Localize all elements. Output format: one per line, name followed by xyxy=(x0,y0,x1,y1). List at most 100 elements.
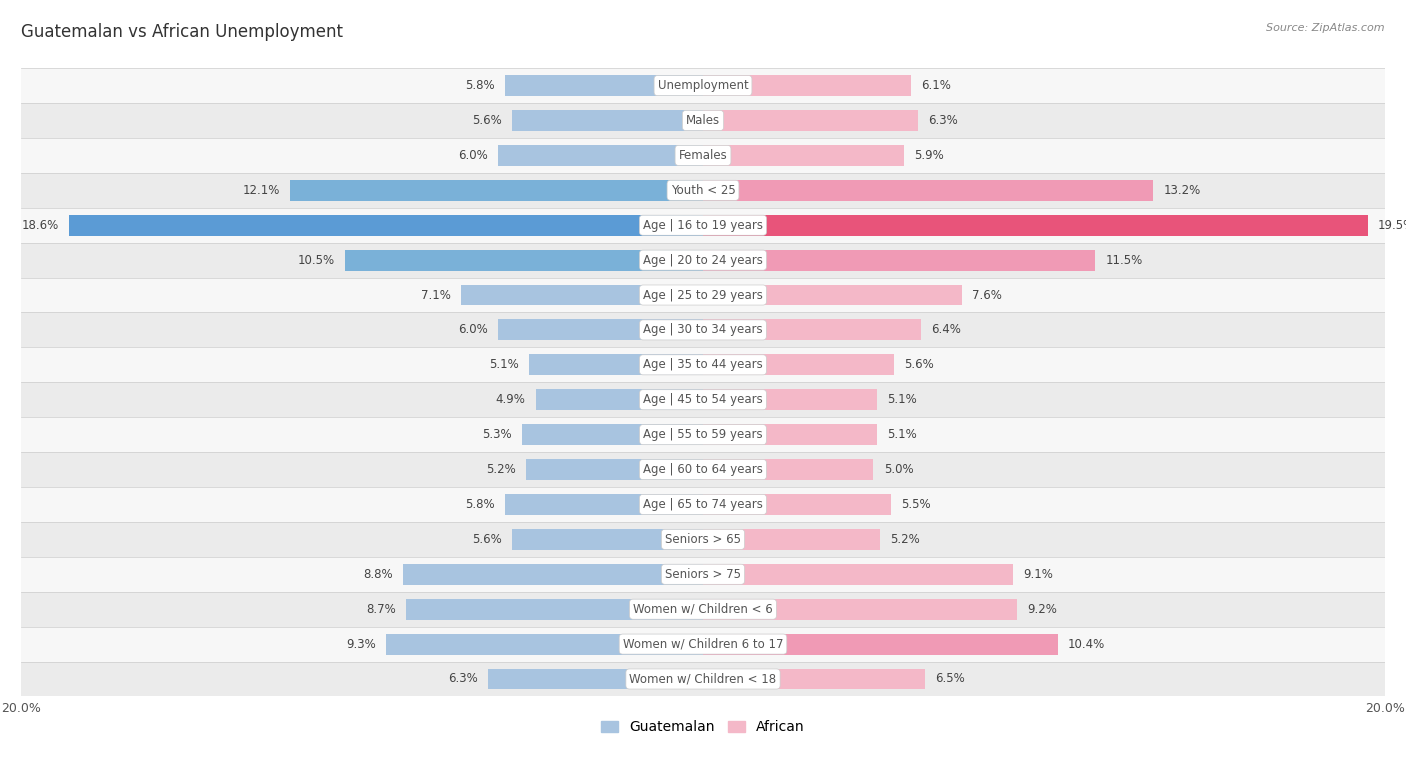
Text: 5.1%: 5.1% xyxy=(489,358,519,372)
Bar xyxy=(21,138,1385,173)
Text: 6.0%: 6.0% xyxy=(458,323,488,336)
Bar xyxy=(21,173,1385,207)
Text: 9.1%: 9.1% xyxy=(1024,568,1053,581)
Bar xyxy=(461,285,703,306)
Text: Males: Males xyxy=(686,114,720,127)
Bar xyxy=(703,529,880,550)
Text: 5.6%: 5.6% xyxy=(904,358,934,372)
Text: Age | 35 to 44 years: Age | 35 to 44 years xyxy=(643,358,763,372)
Text: Age | 60 to 64 years: Age | 60 to 64 years xyxy=(643,463,763,476)
Text: Age | 45 to 54 years: Age | 45 to 54 years xyxy=(643,393,763,407)
Bar xyxy=(488,668,703,690)
Text: 5.8%: 5.8% xyxy=(465,79,495,92)
Bar xyxy=(21,347,1385,382)
Text: Age | 65 to 74 years: Age | 65 to 74 years xyxy=(643,498,763,511)
Bar xyxy=(69,215,703,235)
Bar xyxy=(703,75,911,96)
Bar xyxy=(21,522,1385,557)
Text: Age | 25 to 29 years: Age | 25 to 29 years xyxy=(643,288,763,301)
Text: 8.7%: 8.7% xyxy=(367,603,396,615)
Text: 5.6%: 5.6% xyxy=(472,114,502,127)
Text: Age | 16 to 19 years: Age | 16 to 19 years xyxy=(643,219,763,232)
Text: 19.5%: 19.5% xyxy=(1378,219,1406,232)
Bar xyxy=(404,564,703,584)
Text: Seniors > 75: Seniors > 75 xyxy=(665,568,741,581)
Bar xyxy=(505,75,703,96)
Bar xyxy=(21,417,1385,452)
Bar xyxy=(21,103,1385,138)
Text: 6.4%: 6.4% xyxy=(931,323,962,336)
Bar xyxy=(703,668,925,690)
Bar xyxy=(291,180,703,201)
Text: Age | 55 to 59 years: Age | 55 to 59 years xyxy=(643,428,763,441)
Text: 5.9%: 5.9% xyxy=(914,149,945,162)
Bar xyxy=(21,557,1385,592)
Bar xyxy=(703,424,877,445)
Text: 13.2%: 13.2% xyxy=(1163,184,1201,197)
Bar xyxy=(21,382,1385,417)
Bar xyxy=(703,354,894,375)
Text: 18.6%: 18.6% xyxy=(21,219,59,232)
Text: 5.8%: 5.8% xyxy=(465,498,495,511)
Bar xyxy=(703,564,1014,584)
Bar xyxy=(21,592,1385,627)
Text: 6.0%: 6.0% xyxy=(458,149,488,162)
Bar xyxy=(536,389,703,410)
Bar xyxy=(499,319,703,341)
Bar xyxy=(512,529,703,550)
Text: Age | 30 to 34 years: Age | 30 to 34 years xyxy=(643,323,763,336)
Text: 5.1%: 5.1% xyxy=(887,393,917,407)
Bar xyxy=(703,250,1095,270)
Text: Source: ZipAtlas.com: Source: ZipAtlas.com xyxy=(1267,23,1385,33)
Bar xyxy=(703,389,877,410)
Bar xyxy=(21,278,1385,313)
Text: Age | 20 to 24 years: Age | 20 to 24 years xyxy=(643,254,763,266)
Bar xyxy=(522,424,703,445)
Bar xyxy=(526,459,703,480)
Text: 4.9%: 4.9% xyxy=(496,393,526,407)
Bar xyxy=(703,215,1368,235)
Bar xyxy=(505,494,703,515)
Text: 6.3%: 6.3% xyxy=(928,114,957,127)
Text: Unemployment: Unemployment xyxy=(658,79,748,92)
Text: 9.3%: 9.3% xyxy=(346,637,375,650)
Bar xyxy=(21,313,1385,347)
Text: Youth < 25: Youth < 25 xyxy=(671,184,735,197)
Bar xyxy=(406,599,703,620)
Text: Seniors > 65: Seniors > 65 xyxy=(665,533,741,546)
Text: 6.3%: 6.3% xyxy=(449,672,478,686)
Text: 7.6%: 7.6% xyxy=(973,288,1002,301)
Bar xyxy=(703,285,962,306)
Text: 11.5%: 11.5% xyxy=(1105,254,1143,266)
Text: Guatemalan vs African Unemployment: Guatemalan vs African Unemployment xyxy=(21,23,343,41)
Legend: Guatemalan, African: Guatemalan, African xyxy=(596,715,810,740)
Text: 5.1%: 5.1% xyxy=(887,428,917,441)
Bar xyxy=(21,207,1385,243)
Bar xyxy=(21,627,1385,662)
Text: 10.4%: 10.4% xyxy=(1067,637,1105,650)
Bar xyxy=(703,599,1017,620)
Bar xyxy=(21,662,1385,696)
Text: 9.2%: 9.2% xyxy=(1026,603,1057,615)
Bar xyxy=(21,452,1385,487)
Bar xyxy=(703,180,1153,201)
Text: Women w/ Children < 18: Women w/ Children < 18 xyxy=(630,672,776,686)
Bar xyxy=(344,250,703,270)
Bar xyxy=(703,494,890,515)
Bar xyxy=(703,319,921,341)
Text: Women w/ Children 6 to 17: Women w/ Children 6 to 17 xyxy=(623,637,783,650)
Text: 5.5%: 5.5% xyxy=(901,498,931,511)
Text: 10.5%: 10.5% xyxy=(298,254,335,266)
Text: 5.0%: 5.0% xyxy=(884,463,914,476)
Text: 5.2%: 5.2% xyxy=(485,463,516,476)
Text: 5.3%: 5.3% xyxy=(482,428,512,441)
Text: Females: Females xyxy=(679,149,727,162)
Bar xyxy=(499,145,703,166)
Text: 8.8%: 8.8% xyxy=(363,568,392,581)
Bar xyxy=(703,110,918,131)
Text: 5.6%: 5.6% xyxy=(472,533,502,546)
Text: 6.5%: 6.5% xyxy=(935,672,965,686)
Bar xyxy=(21,68,1385,103)
Text: 5.2%: 5.2% xyxy=(890,533,921,546)
Bar xyxy=(385,634,703,655)
